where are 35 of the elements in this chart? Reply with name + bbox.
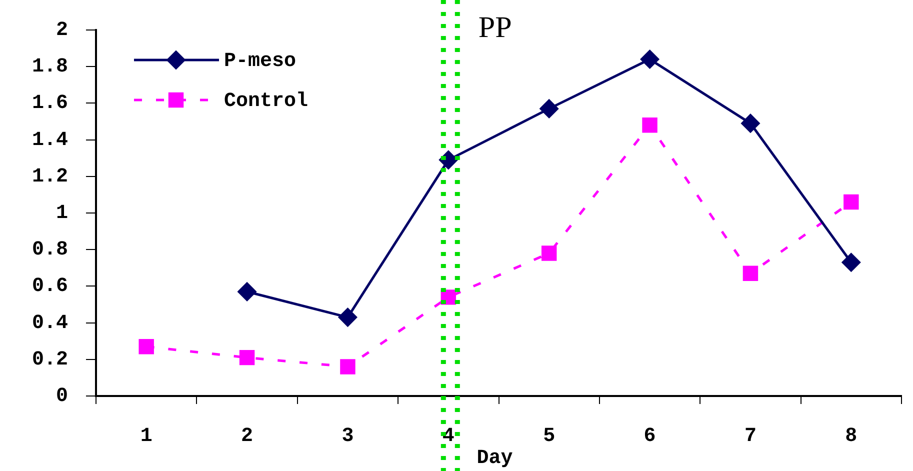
point xyxy=(741,114,760,133)
y-tick-label: 0.4 xyxy=(32,312,68,335)
y-tick-label: 1.6 xyxy=(32,92,68,116)
x-tick-label: 7 xyxy=(744,425,756,448)
point xyxy=(540,99,558,118)
point xyxy=(239,350,255,366)
x-axis-title: Day xyxy=(476,447,513,470)
point xyxy=(640,50,660,69)
y-tick-label: 0.2 xyxy=(32,348,68,372)
point xyxy=(742,266,758,282)
x-tick-label: 2 xyxy=(241,425,254,448)
point xyxy=(844,194,859,210)
x-tick-label: 1 xyxy=(140,425,152,448)
point xyxy=(238,282,256,301)
ref-line-label: PP xyxy=(478,10,512,44)
y-tick-label: 1.2 xyxy=(32,165,68,188)
y-tick-label: 0.8 xyxy=(32,238,68,262)
legend-label: P-meso xyxy=(224,50,296,74)
x-tick-label: 3 xyxy=(342,425,354,448)
point xyxy=(338,308,357,327)
y-tick-label: 1.4 xyxy=(32,128,68,152)
y-tick-label: 2 xyxy=(56,19,68,42)
point xyxy=(541,246,557,261)
point xyxy=(642,118,658,133)
point xyxy=(842,253,860,272)
y-tick-label: 0.6 xyxy=(32,275,68,298)
y-tick-label: 0 xyxy=(56,385,68,408)
x-tick-label: 6 xyxy=(644,425,656,448)
point xyxy=(340,359,356,374)
point xyxy=(138,338,154,354)
legend-label: Control xyxy=(224,90,308,114)
x-tick-label: 5 xyxy=(543,425,556,448)
y-tick-label: 1 xyxy=(56,202,68,226)
x-tick-label: 8 xyxy=(845,425,858,448)
y-tick-label: 1.8 xyxy=(32,56,68,79)
